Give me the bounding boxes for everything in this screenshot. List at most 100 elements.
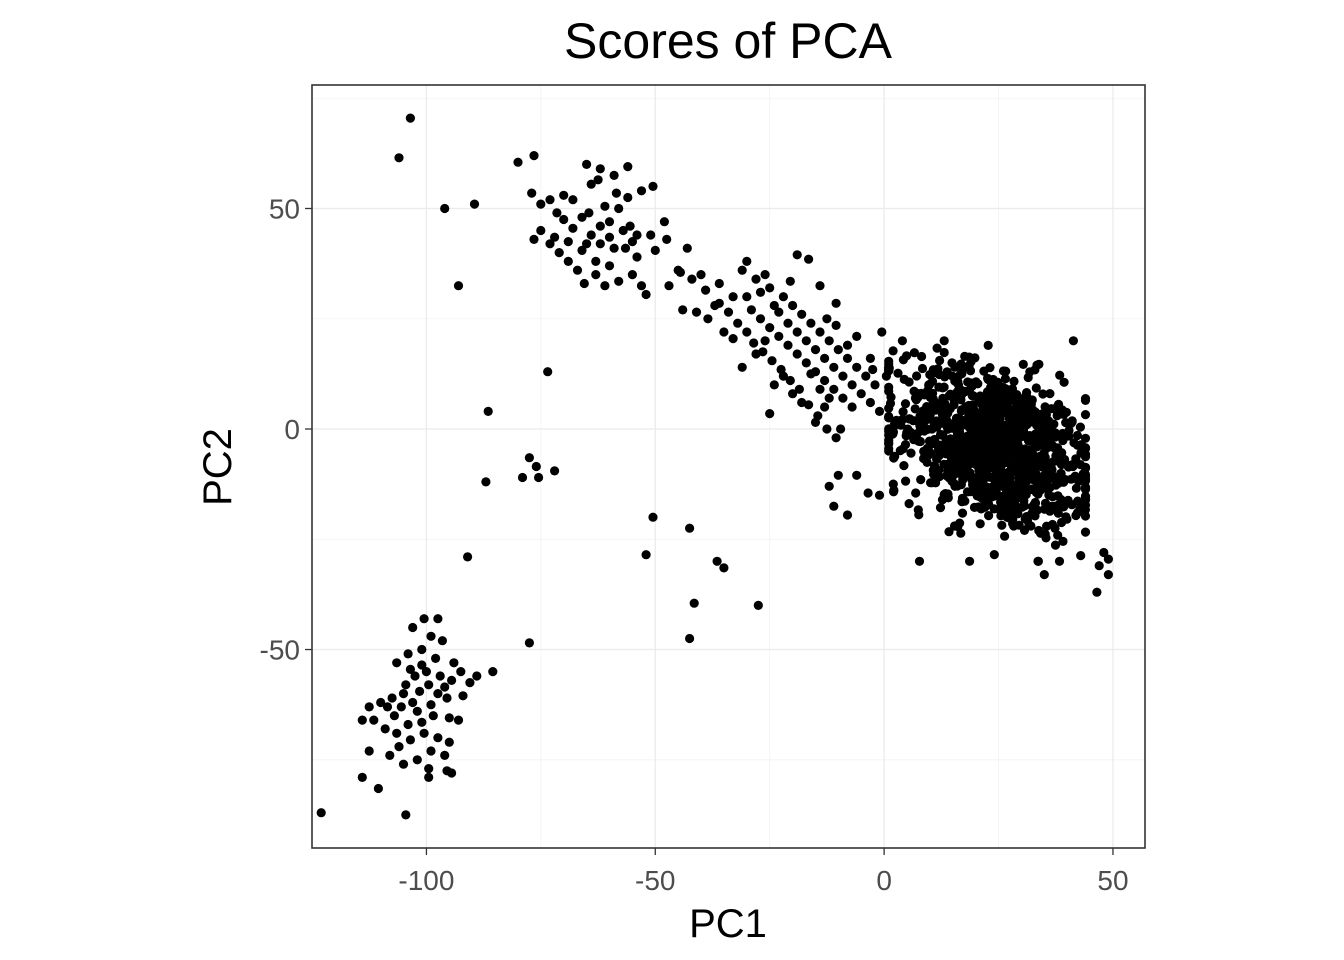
data-point [976, 436, 986, 446]
data-point [820, 402, 830, 412]
data-point [966, 446, 977, 456]
data-point [1053, 443, 1063, 453]
data-point [527, 188, 537, 198]
data-point [1027, 484, 1037, 494]
data-point [1045, 389, 1055, 399]
data-point [545, 195, 555, 205]
data-point [641, 550, 651, 560]
data-point [983, 424, 993, 435]
data-point [801, 336, 811, 346]
data-point [1036, 485, 1046, 495]
data-point [997, 520, 1007, 530]
data-point [911, 488, 921, 498]
data-point [893, 368, 903, 378]
data-point [424, 764, 434, 774]
data-point [543, 367, 553, 377]
data-point [966, 357, 976, 367]
data-point [1068, 461, 1078, 472]
data-point [600, 201, 610, 211]
data-point [524, 638, 535, 648]
data-point [419, 614, 429, 624]
data-point [623, 192, 633, 203]
data-point [929, 469, 939, 479]
data-point [842, 340, 853, 350]
data-point [964, 458, 974, 468]
data-point [428, 711, 438, 721]
data-point [1075, 422, 1085, 432]
data-point [995, 395, 1005, 406]
data-point [364, 746, 374, 756]
data-point [728, 334, 738, 344]
data-point [437, 636, 447, 646]
data-point [788, 389, 798, 399]
data-point [659, 217, 670, 227]
data-point [401, 680, 411, 690]
data-point [714, 278, 724, 289]
data-point [751, 274, 761, 284]
data-point [1000, 531, 1010, 541]
data-point [1019, 489, 1029, 499]
data-point [1009, 376, 1019, 386]
data-point [415, 686, 425, 697]
data-point [627, 270, 638, 280]
data-point [1028, 463, 1039, 474]
data-point [620, 243, 631, 253]
data-point [895, 446, 905, 456]
data-point [742, 327, 752, 337]
data-point [899, 374, 909, 384]
data-point [435, 671, 445, 681]
data-point [421, 667, 431, 677]
data-point [1054, 399, 1064, 409]
data-point [964, 386, 974, 396]
data-point [1005, 428, 1015, 438]
data-point [1005, 393, 1015, 403]
data-point [1072, 440, 1083, 450]
data-point [609, 243, 619, 253]
data-point [984, 403, 995, 413]
data-point [685, 523, 695, 533]
data-point [1000, 374, 1011, 384]
data-point [1044, 416, 1054, 426]
data-point [623, 162, 633, 172]
data-point [554, 248, 564, 258]
data-point [925, 440, 935, 450]
data-point [1050, 428, 1060, 438]
data-point [1022, 410, 1032, 420]
data-point [733, 318, 743, 328]
data-point [433, 614, 443, 624]
data-point [678, 305, 688, 315]
data-point [584, 208, 594, 218]
data-point [831, 320, 841, 330]
data-point [829, 501, 839, 511]
data-point [960, 351, 970, 361]
data-point [1043, 442, 1053, 452]
data-point [877, 327, 887, 337]
data-point [737, 265, 747, 275]
data-point [1080, 527, 1091, 537]
data-point [408, 622, 418, 633]
data-point [412, 755, 422, 765]
data-point [788, 300, 798, 311]
data-point [444, 713, 454, 723]
data-point [529, 234, 539, 244]
data-point [636, 281, 647, 291]
data-point [899, 461, 909, 471]
data-point [889, 453, 899, 463]
data-point [950, 362, 960, 372]
data-point [742, 256, 752, 266]
data-point [973, 478, 983, 488]
data-point [550, 466, 560, 476]
data-point [563, 237, 573, 247]
data-point [935, 355, 945, 366]
data-point [815, 327, 825, 337]
data-point [662, 234, 672, 244]
data-point [1072, 508, 1083, 518]
data-point [447, 675, 457, 686]
data-point [1058, 536, 1068, 547]
data-point [884, 386, 894, 396]
data-point [958, 436, 968, 446]
data-point [767, 356, 777, 366]
data-point [398, 689, 409, 699]
